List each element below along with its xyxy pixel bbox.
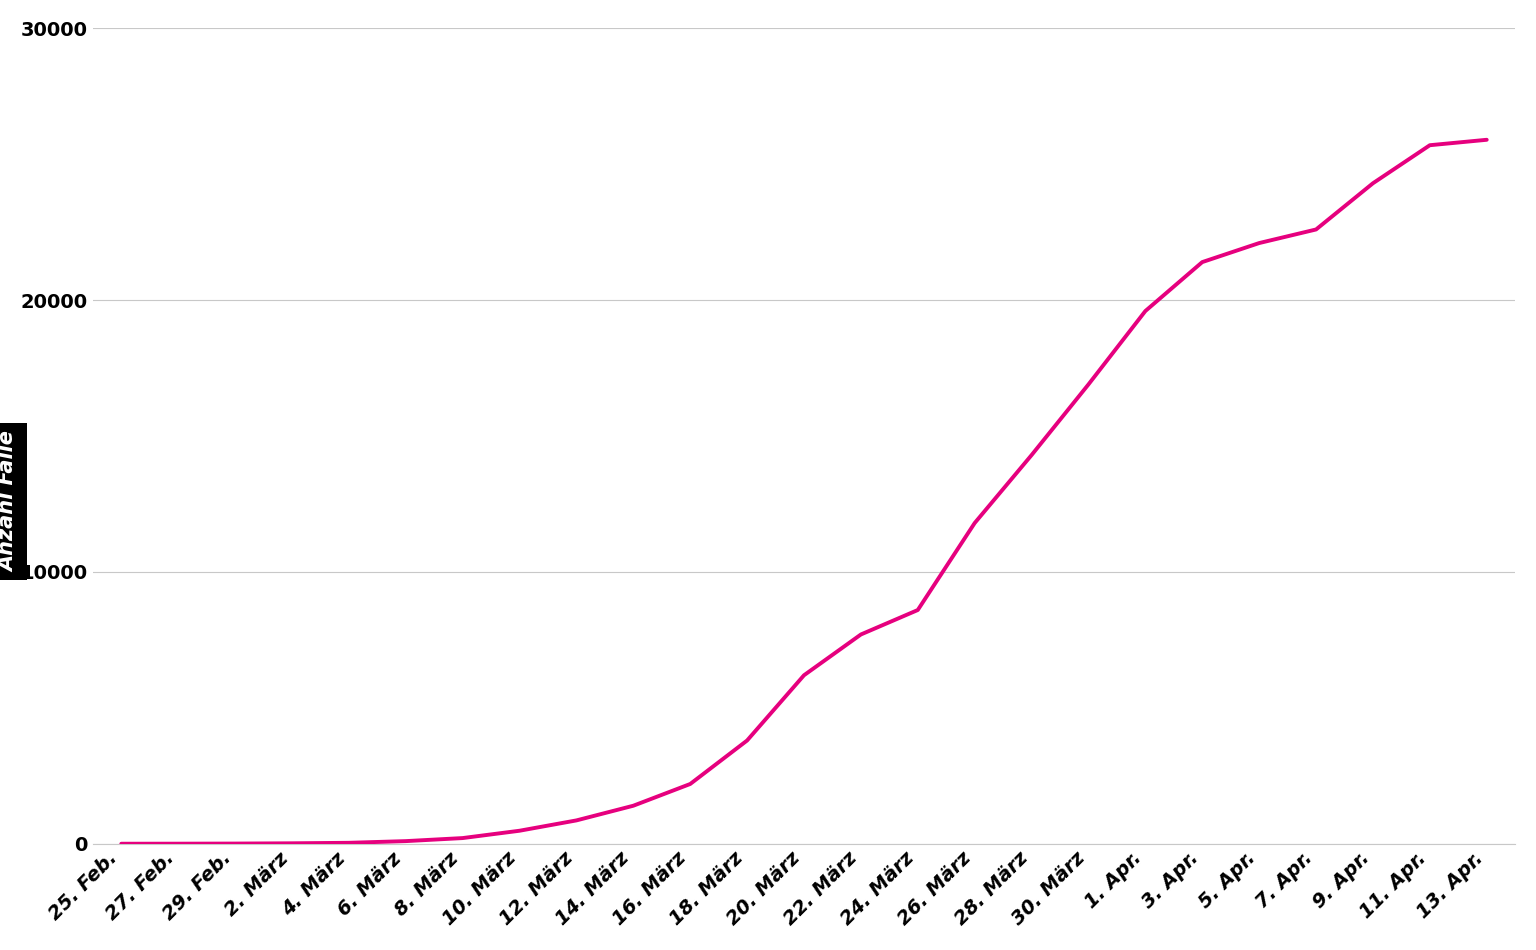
Text: Anzahl Fälle: Anzahl Fälle: [0, 431, 18, 572]
